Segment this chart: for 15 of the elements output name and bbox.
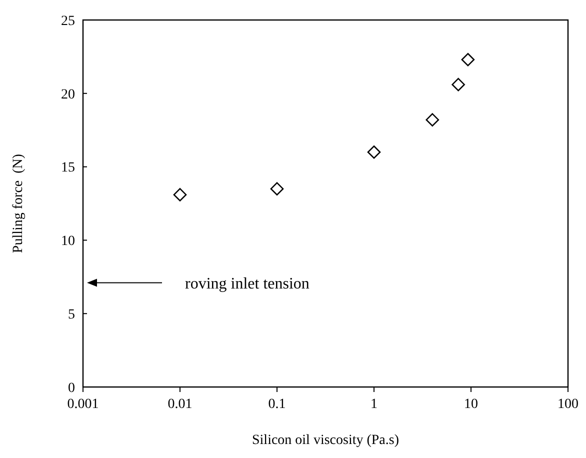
x-tick-label: 0.001 — [67, 397, 99, 412]
y-tick-label: 0 — [68, 380, 75, 396]
x-tick-label: 0.1 — [268, 397, 286, 412]
x-axis-title: Silicon oil viscosity (Pa.s) — [252, 433, 400, 448]
y-tick-label: 25 — [61, 14, 75, 29]
x-tick-label: 0.01 — [168, 397, 192, 412]
y-axis-title: Pulling force (N) — [11, 154, 26, 254]
x-tick-label: 1 — [370, 397, 378, 412]
annotation: roving inlet tension — [185, 275, 310, 292]
x-tick-label: 100 — [558, 397, 578, 412]
y-tick-label: 20 — [61, 87, 75, 102]
y-tick-label: 10 — [61, 234, 75, 250]
y-tick-label: 5 — [68, 308, 75, 322]
y-tick-label: 15 — [61, 160, 75, 176]
x-tick-label: 10 — [464, 397, 478, 412]
